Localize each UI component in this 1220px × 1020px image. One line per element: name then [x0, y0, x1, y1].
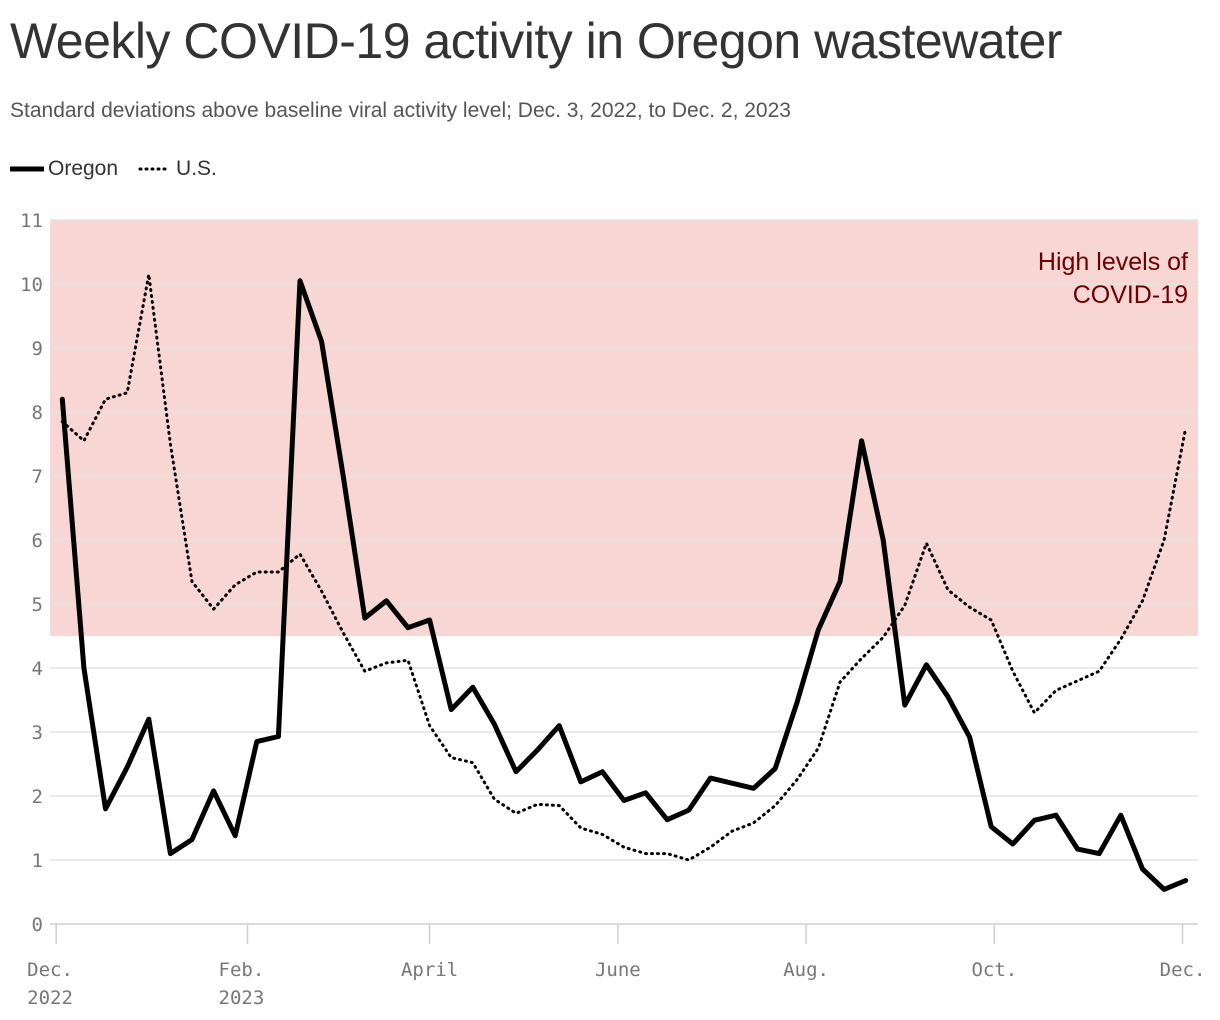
high-level-band: [50, 220, 1198, 636]
y-tick-label-8: 8: [32, 402, 43, 424]
x-tick-label-2: April: [401, 959, 458, 981]
y-tick-label-0: 0: [32, 914, 43, 936]
band-label-line1: High levels of: [1038, 248, 1188, 276]
series-line-us: [60, 272, 1188, 862]
legend-label-oregon: Oregon: [48, 157, 119, 180]
legend-swatch-solid: [10, 166, 44, 172]
legend-label-us: U.S.: [176, 157, 217, 180]
legend-item-oregon: Oregon: [10, 157, 118, 181]
legend: Oregon U.S.: [10, 157, 237, 181]
y-tick-label-1: 1: [32, 850, 43, 872]
legend-swatch-dotted: [138, 167, 172, 171]
x-tick-label-5: Oct.: [971, 959, 1017, 981]
y-tick-label-6: 6: [32, 530, 43, 552]
x-tick-label-1: Feb.: [219, 959, 265, 981]
y-tick-label-7: 7: [32, 466, 43, 488]
x-tick-label-0: Dec.: [27, 959, 73, 981]
chart-subtitle: Standard deviations above baseline viral…: [10, 99, 791, 122]
chart-title: Weekly COVID-19 activity in Oregon waste…: [10, 13, 1062, 69]
y-tick-label-2: 2: [32, 786, 43, 808]
x-tick-label-year-1: 2023: [219, 987, 265, 1009]
band-label-line2: COVID-19: [1073, 281, 1188, 309]
legend-item-us: U.S.: [138, 157, 217, 181]
y-tick-label-9: 9: [32, 338, 43, 360]
y-tick-label-3: 3: [32, 722, 43, 744]
series-line-oregon: [59, 278, 1189, 892]
y-tick-label-5: 5: [32, 594, 43, 616]
y-tick-label-10: 10: [20, 274, 43, 296]
x-tick-label-6: Dec.: [1160, 959, 1206, 981]
x-tick-label-3: June: [595, 959, 641, 981]
y-tick-label-4: 4: [32, 658, 43, 680]
x-tick-label-4: Aug.: [783, 959, 829, 981]
x-tick-label-year-0: 2022: [27, 987, 73, 1009]
y-tick-label-11: 11: [20, 210, 43, 232]
